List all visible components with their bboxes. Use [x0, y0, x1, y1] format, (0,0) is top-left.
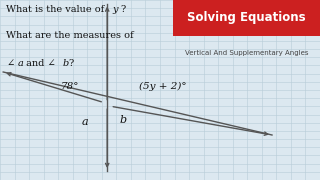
Text: Vertical And Supplementary Angles: Vertical And Supplementary Angles [185, 50, 308, 56]
Text: y: y [112, 4, 117, 14]
Text: Solving Equations: Solving Equations [187, 12, 306, 24]
Text: ?: ? [69, 59, 74, 68]
Text: What is the value of: What is the value of [6, 4, 108, 14]
Bar [173, 0, 320, 36]
Text: 78°: 78° [61, 82, 80, 91]
Text: (5y + 2)°: (5y + 2)° [139, 82, 187, 91]
Text: What are the measures of: What are the measures of [6, 31, 134, 40]
Text: b: b [120, 115, 127, 125]
Text: b: b [62, 59, 69, 68]
Text: a: a [82, 117, 88, 127]
Text: ∠: ∠ [6, 59, 14, 68]
Text: and ∠: and ∠ [23, 59, 56, 68]
Text: a: a [18, 59, 23, 68]
Text: ?: ? [120, 4, 125, 14]
